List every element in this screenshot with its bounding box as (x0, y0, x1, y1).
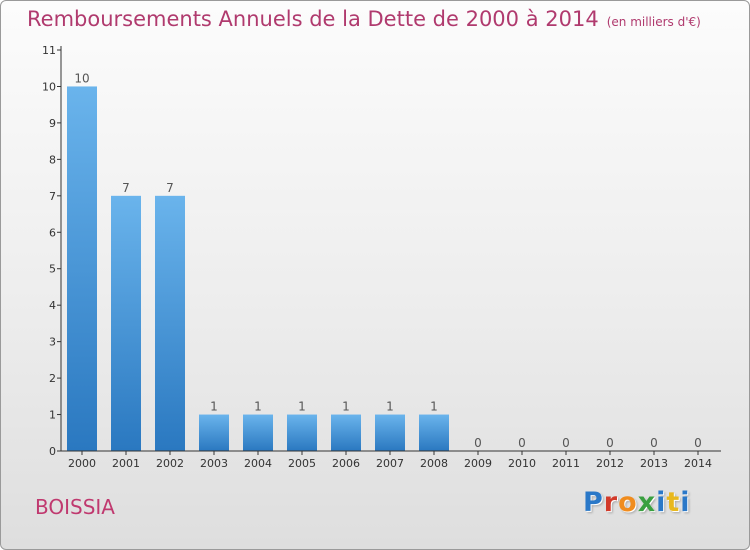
x-tick-label-2013: 2013 (640, 457, 668, 470)
x-axis: 2000 2001 2002 2003 2004 2005 2006 2007 2008 2009… (61, 450, 721, 470)
data-labels: 107 71 1 1 1 1 10 0 0 0 0 0 (74, 71, 701, 450)
x-tick-label-2011: 2011 (552, 457, 580, 470)
y-tick-label: 10 (42, 80, 56, 93)
y-tick-label: 7 (49, 190, 56, 203)
y-tick-label: 2 (49, 372, 56, 385)
data-label-2003: 1 (210, 400, 218, 414)
x-tick-label-2001: 2001 (112, 457, 140, 470)
data-label-2004: 1 (254, 400, 262, 414)
data-label-2001: 7 (122, 181, 130, 195)
data-label-2002: 7 (166, 181, 174, 195)
bar-2002 (155, 195, 185, 451)
x-tick-label-2009: 2009 (464, 457, 492, 470)
chart-unit: (en milliers d'€) (606, 15, 701, 29)
data-label-2010: 0 (518, 436, 526, 450)
x-tick-label-2010: 2010 (508, 457, 536, 470)
logo-letter: i (656, 487, 667, 518)
logo-letter: P (583, 487, 604, 518)
data-label-2013: 0 (650, 436, 658, 450)
commune-name: BOISSIA (35, 495, 115, 519)
x-tick-label-2004: 2004 (244, 457, 272, 470)
data-label-2007: 1 (386, 400, 394, 414)
bar-2004 (243, 414, 273, 451)
logo-letter: r (603, 487, 619, 518)
data-label-2012: 0 (606, 436, 614, 450)
y-axis: 0 1 2 3 4 5 6 7 8 9 10 11 (42, 44, 62, 458)
y-tick-label: 4 (49, 299, 56, 312)
data-label-2008: 1 (430, 400, 438, 414)
x-tick-label-2007: 2007 (376, 457, 404, 470)
data-label-2009: 0 (474, 436, 482, 450)
bar-2008 (419, 414, 449, 451)
x-tick-label-2014: 2014 (684, 457, 712, 470)
chart-title-text: Remboursements Annuels de la Dette de 20… (27, 7, 599, 31)
y-tick-label: 8 (49, 153, 56, 166)
data-label-2014: 0 (694, 436, 702, 450)
data-label-2000: 10 (74, 71, 89, 85)
x-tick-label-2003: 2003 (200, 457, 228, 470)
x-tick-label-2005: 2005 (288, 457, 316, 470)
y-tick-label: 1 (49, 409, 56, 422)
chart-title: Remboursements Annuels de la Dette de 20… (27, 7, 701, 31)
logo-letter: i (680, 487, 691, 518)
data-label-2011: 0 (562, 436, 570, 450)
logo-letter: x (637, 487, 657, 518)
bar-2006 (331, 414, 361, 451)
logo-letter: t (666, 487, 681, 518)
x-tick-label-2000: 2000 (68, 457, 96, 470)
bar-2007 (375, 414, 405, 451)
bar-2003 (199, 414, 229, 451)
y-tick-label: 11 (42, 44, 56, 57)
bar-2000 (67, 86, 97, 452)
bar-2005 (287, 414, 317, 451)
logo-letter: o (618, 487, 638, 518)
y-tick-label: 9 (49, 117, 56, 130)
data-label-2005: 1 (298, 400, 306, 414)
y-tick-label: 0 (49, 445, 56, 458)
x-tick-label-2008: 2008 (420, 457, 448, 470)
proxiti-logo: Proxiti (583, 487, 691, 518)
y-tick-label: 6 (49, 226, 56, 239)
x-tick-label-2002: 2002 (156, 457, 184, 470)
bar-2001 (111, 195, 141, 451)
y-tick-label: 5 (49, 263, 56, 276)
data-label-2006: 1 (342, 400, 350, 414)
x-tick-label-2006: 2006 (332, 457, 360, 470)
y-tick-label: 3 (49, 336, 56, 349)
x-tick-label-2012: 2012 (596, 457, 624, 470)
bars (67, 86, 449, 452)
